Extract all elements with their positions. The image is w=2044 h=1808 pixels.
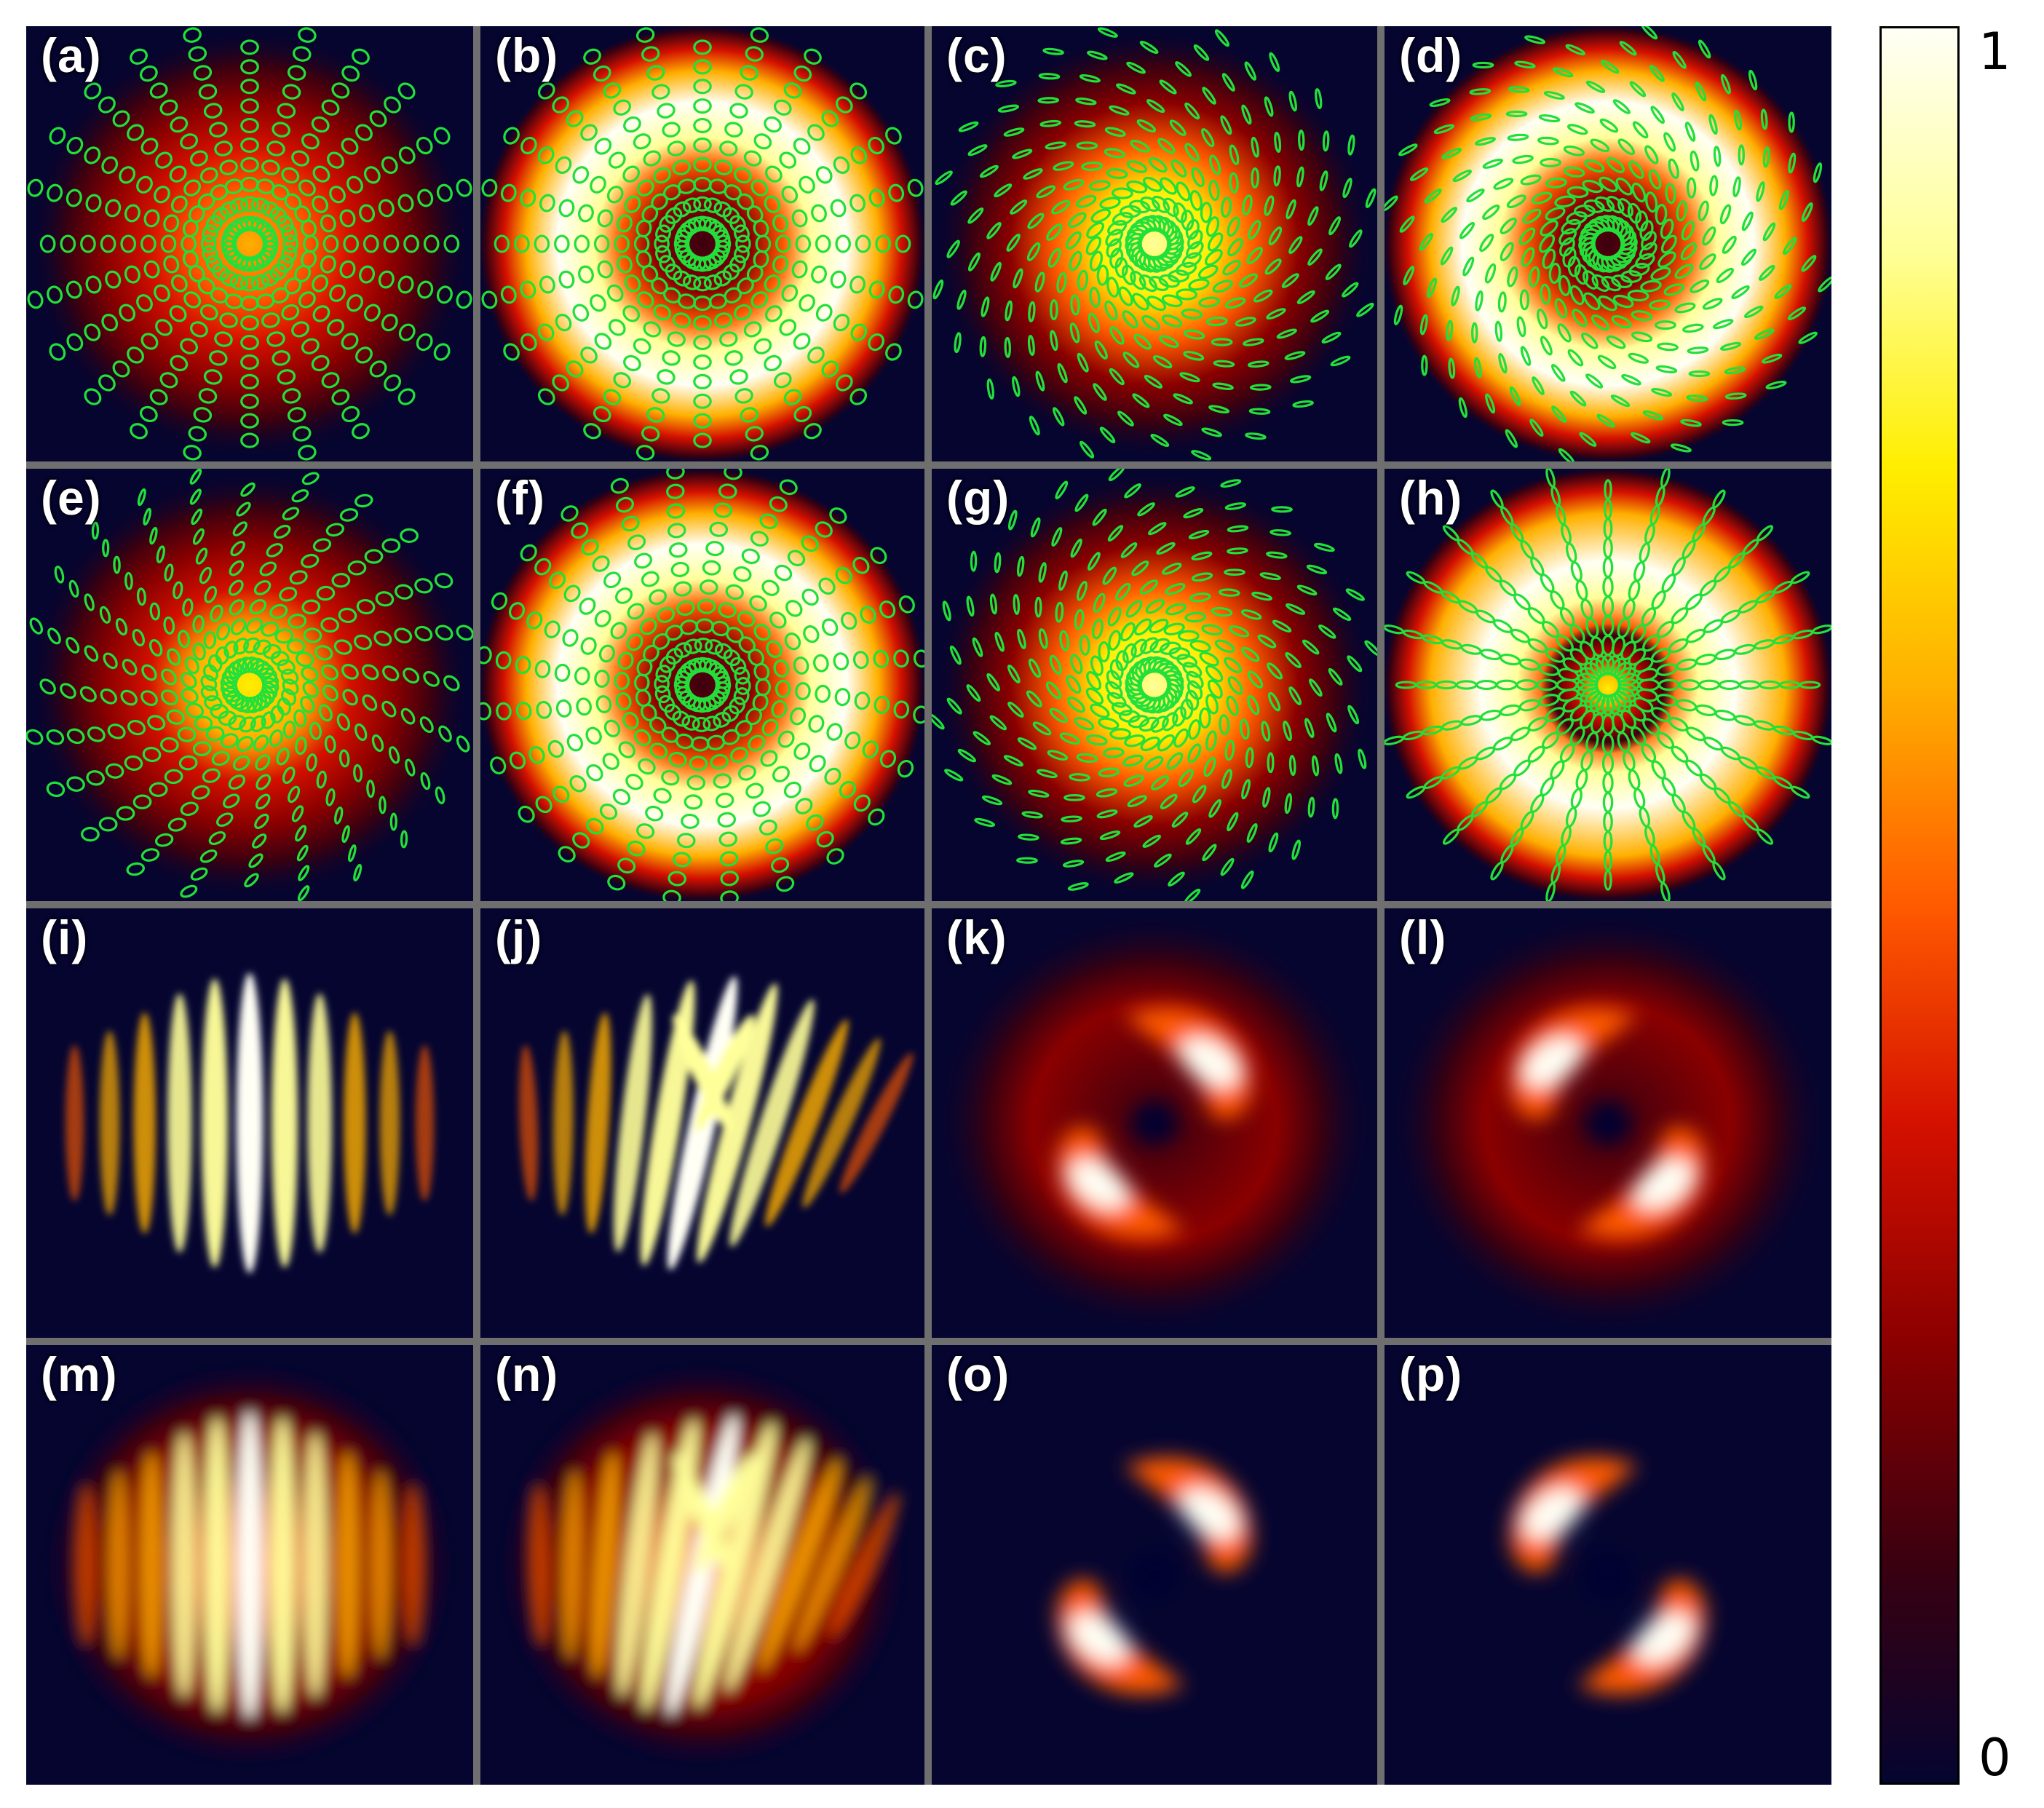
- intensity-lobes: [1057, 1457, 1252, 1694]
- panel-m: (m): [26, 1345, 473, 1785]
- colorbar-min-label: 0: [1978, 1728, 2011, 1788]
- panel-b: (b): [480, 26, 924, 461]
- panel-image-c: [932, 26, 1377, 461]
- polarization-ellipses: [1385, 26, 1831, 461]
- panel-label-a: (a): [41, 28, 102, 82]
- panel-image-p: [1385, 1345, 1831, 1785]
- panel-label-j: (j): [495, 911, 543, 964]
- polarization-ellipses: [26, 469, 473, 901]
- panel-label-n: (n): [495, 1347, 559, 1401]
- panel-image-a: [26, 26, 473, 461]
- panel-a: (a): [26, 26, 473, 461]
- panel-image-o: [932, 1345, 1377, 1785]
- panel-image-i: [26, 908, 473, 1338]
- interference-fringes: [41, 1360, 459, 1770]
- panel-label-e: (e): [41, 471, 102, 525]
- panel-label-m: (m): [41, 1347, 118, 1401]
- panel-image-e: [26, 469, 473, 901]
- panel-label-p: (p): [1399, 1347, 1463, 1401]
- intensity-colorbar: [1879, 26, 1960, 1785]
- panel-label-k: (k): [946, 911, 1007, 964]
- interference-fringes: [65, 972, 435, 1274]
- panel-image-k: [932, 908, 1377, 1338]
- intensity-lobes: [1057, 1007, 1252, 1239]
- panel-image-f: [480, 469, 924, 901]
- polarization-ellipses: [481, 27, 924, 461]
- panel-image-b: [480, 26, 924, 461]
- panel-label-f: (f): [495, 471, 545, 525]
- panel-label-b: (b): [495, 28, 559, 82]
- panel-label-h: (h): [1399, 471, 1463, 525]
- polarization-ellipses: [932, 469, 1377, 901]
- panel-c: (c): [932, 26, 1377, 461]
- panel-label-c: (c): [946, 28, 1007, 82]
- panel-l: (l): [1385, 908, 1831, 1338]
- polarization-ellipses: [480, 469, 924, 901]
- interference-fringes: [518, 975, 914, 1271]
- polarization-ellipses: [1385, 469, 1831, 901]
- colorbar-max-label: 1: [1978, 22, 2011, 82]
- panel-image-n: [480, 1345, 924, 1785]
- panel-image-g: [932, 469, 1377, 901]
- intensity-lobes: [1510, 1007, 1706, 1239]
- panel-image-j: [480, 908, 924, 1338]
- panel-label-d: (d): [1399, 28, 1463, 82]
- panel-image-d: [1385, 26, 1831, 461]
- panel-h: (h): [1385, 469, 1831, 901]
- panel-n: (n): [480, 1345, 924, 1785]
- panel-k: (k): [932, 908, 1377, 1338]
- intensity-lobes: [1510, 1457, 1706, 1694]
- colorbar-gradient: [1882, 28, 1957, 1783]
- panel-label-l: (l): [1399, 911, 1447, 964]
- panel-f: (f): [480, 469, 924, 901]
- polarization-ellipses: [27, 27, 472, 461]
- interference-fringes: [495, 1360, 910, 1770]
- polarization-ellipses: [932, 27, 1376, 461]
- panel-image-m: [26, 1345, 473, 1785]
- figure-grid: (a) (b) (c) (d) (e) (f) (g) (h) (i) (j) (k) (l) (m) (…: [26, 26, 1831, 1785]
- panel-image-l: [1385, 908, 1831, 1338]
- panel-i: (i): [26, 908, 473, 1338]
- panel-label-g: (g): [946, 471, 1010, 525]
- panel-o: (o): [932, 1345, 1377, 1785]
- panel-g: (g): [932, 469, 1377, 901]
- panel-image-h: [1385, 469, 1831, 901]
- panel-p: (p): [1385, 1345, 1831, 1785]
- panel-e: (e): [26, 469, 473, 901]
- panel-label-i: (i): [41, 911, 89, 964]
- panel-j: (j): [480, 908, 924, 1338]
- panel-d: (d): [1385, 26, 1831, 461]
- panel-label-o: (o): [946, 1347, 1010, 1401]
